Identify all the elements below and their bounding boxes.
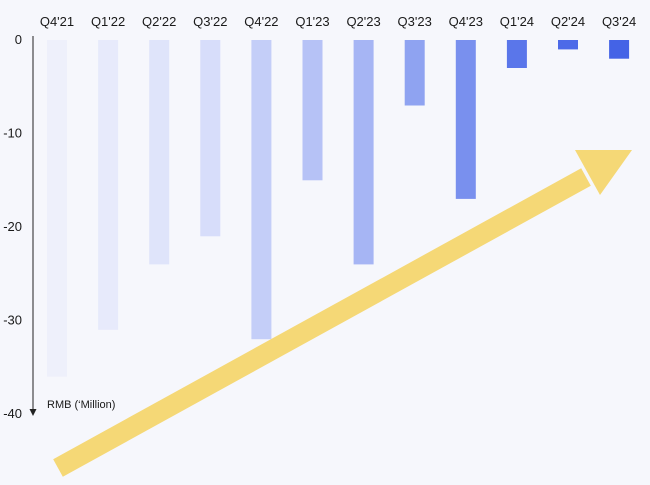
bar-Q4'21 — [47, 40, 67, 377]
bar-Q2'23 — [353, 40, 374, 265]
category-labels: Q4'21 Q1'22 Q2'22 Q3'22 Q4'22 Q1'23 Q2'23 Q3'23… — [40, 14, 636, 29]
y-tick-label: -20 — [3, 219, 22, 234]
bar-Q1'22 — [98, 40, 119, 330]
category-label: Q4'21 — [40, 14, 74, 29]
y-axis-unit-label: RMB (‘Million) — [47, 399, 115, 411]
category-label: Q3'22 — [193, 14, 227, 29]
y-tick-labels: 0 -10 -20 -30 -40 — [3, 32, 22, 421]
category-label: Q1'23 — [295, 14, 329, 29]
category-label: Q3'24 — [602, 14, 636, 29]
y-tick-label: -10 — [3, 126, 22, 141]
category-label: Q2'23 — [346, 14, 380, 29]
category-label: Q2'24 — [551, 14, 585, 29]
y-tick-label: 0 — [15, 32, 22, 47]
bar-Q3'23 — [404, 40, 425, 106]
category-label: Q1'24 — [500, 14, 534, 29]
bar-Q4'23 — [455, 40, 476, 199]
bar-Q1'24 — [506, 40, 527, 68]
bar-Q2'22 — [149, 40, 170, 265]
category-label: Q4'22 — [244, 14, 278, 29]
category-label: Q3'23 — [398, 14, 432, 29]
bars-layer — [47, 40, 630, 377]
category-label: Q4'23 — [449, 14, 483, 29]
trend-arrow — [53, 150, 632, 477]
bar-Q3'22 — [200, 40, 221, 237]
trend-arrow-head — [575, 150, 632, 195]
bar-Q1'23 — [302, 40, 323, 181]
y-axis-arrowhead — [29, 409, 37, 416]
y-tick-label: -40 — [3, 406, 22, 421]
trend-arrow-shaft — [53, 168, 591, 477]
bar-Q2'24 — [558, 40, 578, 50]
category-label: Q2'22 — [142, 14, 176, 29]
y-tick-label: -30 — [3, 313, 22, 328]
category-label: Q1'22 — [91, 14, 125, 29]
bar-Q3'24 — [609, 40, 630, 59]
bar-Q4'22 — [251, 40, 272, 340]
